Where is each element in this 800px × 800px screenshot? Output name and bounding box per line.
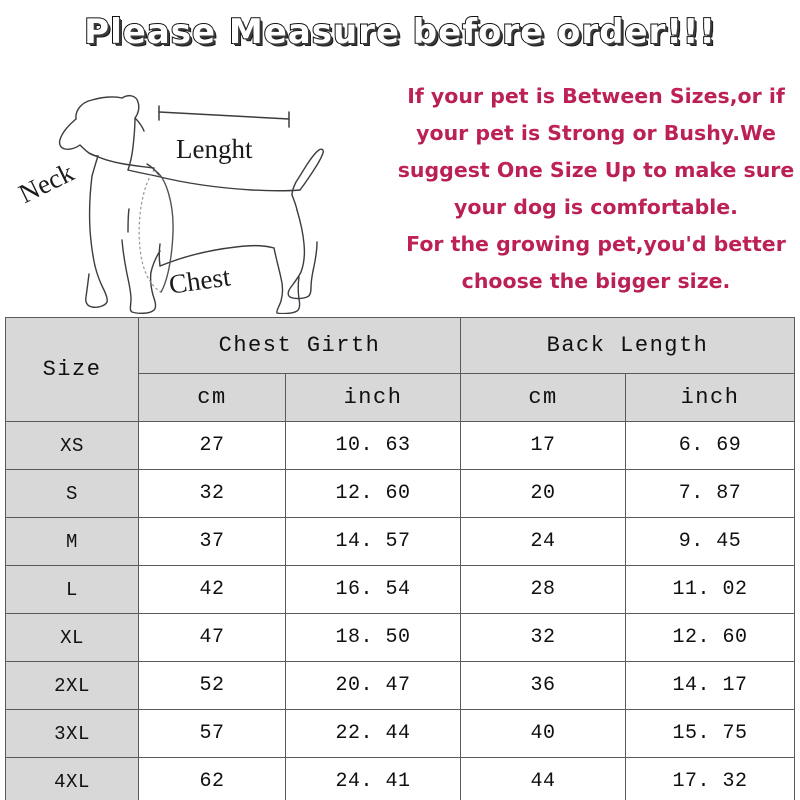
column-header-back-cm: cm: [460, 373, 627, 422]
table-row: 3XL 57 22. 44 40 15. 75: [5, 709, 796, 758]
cell-chest-cm: 27: [138, 421, 286, 470]
cell-chest-inch: 12. 60: [284, 469, 462, 518]
cell-chest-inch: 10. 63: [284, 421, 462, 470]
cell-chest-inch: 20. 47: [284, 661, 462, 710]
column-header-back-length: Back Length: [460, 317, 796, 374]
cell-size: M: [5, 517, 139, 566]
cell-back-inch: 6. 69: [625, 421, 796, 470]
table-row: 2XL 52 20. 47 36 14. 17: [5, 661, 796, 710]
column-header-chest-girth: Chest Girth: [137, 317, 462, 374]
page-title-text: Please Measure before order!!!: [83, 11, 716, 53]
dog-measurement-diagram: Neck Lenght Chest: [4, 52, 394, 314]
column-header-chest-cm: cm: [138, 373, 286, 422]
column-header-back-inch: inch: [625, 373, 796, 422]
cell-chest-inch: 16. 54: [284, 565, 462, 614]
cell-back-cm: 32: [460, 613, 627, 662]
cell-chest-cm: 52: [138, 661, 286, 710]
cell-back-inch: 11. 02: [625, 565, 796, 614]
length-dimension-line: [158, 105, 290, 128]
cell-back-inch: 12. 60: [625, 613, 796, 662]
cell-chest-inch: 18. 50: [284, 613, 462, 662]
note-line: suggest One Size Up to make sure: [396, 152, 796, 189]
cell-chest-cm: 32: [138, 469, 286, 518]
cell-back-cm: 28: [460, 565, 627, 614]
table-row: L 42 16. 54 28 11. 02: [5, 565, 796, 614]
dog-outline-svg: [58, 94, 324, 314]
cell-chest-cm: 57: [138, 709, 286, 758]
cell-back-inch: 9. 45: [625, 517, 796, 566]
table-row: 4XL 62 24. 41 44 17. 32: [5, 757, 796, 800]
cell-size: XS: [5, 421, 139, 470]
size-chart-table: Size Chest Girth Back Length cm inch cm …: [5, 317, 796, 800]
diagram-label-length: Lenght: [176, 134, 253, 164]
cell-back-cm: 24: [460, 517, 627, 566]
cell-size: 4XL: [5, 757, 139, 800]
note-line: If your pet is Between Sizes,or if: [396, 78, 796, 115]
cell-chest-cm: 47: [138, 613, 286, 662]
cell-chest-inch: 14. 57: [284, 517, 462, 566]
page-title: Please Measure before order!!!: [0, 6, 800, 58]
table-row: S 32 12. 60 20 7. 87: [5, 469, 796, 518]
cell-back-inch: 17. 32: [625, 757, 796, 800]
size-table-container: Size Chest Girth Back Length cm inch cm …: [5, 317, 796, 800]
cell-size: XL: [5, 613, 139, 662]
cell-size: 2XL: [5, 661, 139, 710]
note-line: choose the bigger size.: [396, 263, 796, 300]
column-header-chest-inch: inch: [284, 373, 462, 422]
note-line: For the growing pet,you'd better: [396, 226, 796, 263]
cell-size: L: [5, 565, 139, 614]
cell-back-cm: 20: [460, 469, 627, 518]
cell-chest-inch: 22. 44: [284, 709, 462, 758]
cell-chest-inch: 24. 41: [284, 757, 462, 800]
note-line: your pet is Strong or Bushy.We: [396, 115, 796, 152]
cell-size: S: [5, 469, 139, 518]
cell-chest-cm: 62: [138, 757, 286, 800]
cell-back-cm: 40: [460, 709, 627, 758]
chest-girth-ellipse: [138, 169, 174, 293]
table-header-row-groups: Size Chest Girth Back Length: [5, 317, 796, 422]
cell-back-cm: 17: [460, 421, 627, 470]
cell-size: 3XL: [5, 709, 139, 758]
table-row: XS 27 10. 63 17 6. 69: [5, 421, 796, 470]
cell-back-cm: 44: [460, 757, 627, 800]
column-header-size: Size: [5, 317, 139, 422]
cell-chest-cm: 42: [138, 565, 286, 614]
cell-back-inch: 15. 75: [625, 709, 796, 758]
sizing-advice-note: If your pet is Between Sizes,or if your …: [396, 78, 796, 300]
cell-chest-cm: 37: [138, 517, 286, 566]
table-row: XL 47 18. 50 32 12. 60: [5, 613, 796, 662]
table-row: M 37 14. 57 24 9. 45: [5, 517, 796, 566]
cell-back-cm: 36: [460, 661, 627, 710]
note-line: your dog is comfortable.: [396, 189, 796, 226]
cell-back-inch: 14. 17: [625, 661, 796, 710]
cell-back-inch: 7. 87: [625, 469, 796, 518]
